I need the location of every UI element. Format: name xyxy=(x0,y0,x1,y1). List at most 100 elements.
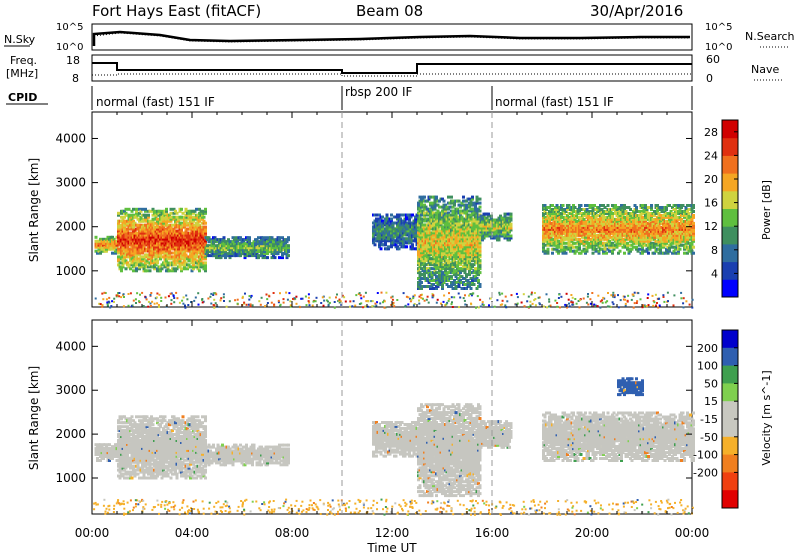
power-cell xyxy=(390,213,393,217)
power-cell xyxy=(465,203,468,207)
power-cell xyxy=(201,265,204,269)
power-cell xyxy=(117,259,120,263)
power-cell xyxy=(460,215,464,219)
power-cell xyxy=(142,267,146,271)
nsearch-tick-top: 10^5 xyxy=(705,22,732,33)
power-cell xyxy=(144,207,147,211)
power-cell xyxy=(192,211,195,215)
power-cell xyxy=(121,221,125,225)
power-cell xyxy=(168,269,171,273)
power-cell xyxy=(174,245,177,249)
power-cell xyxy=(204,267,207,271)
power-cell xyxy=(199,227,203,231)
power-cell xyxy=(266,256,269,260)
power-cell xyxy=(199,261,203,265)
power-cell xyxy=(632,245,635,249)
power-cell xyxy=(147,215,150,219)
power-cell xyxy=(478,201,482,205)
power-cell xyxy=(573,206,577,209)
power-cell xyxy=(278,236,281,240)
power-cell xyxy=(129,255,132,259)
power-cell xyxy=(166,267,170,271)
power-cell xyxy=(471,195,474,199)
power-cell xyxy=(180,207,183,211)
date-title: 30/Apr/2016 xyxy=(590,2,683,20)
power-cell xyxy=(193,249,197,253)
power-cell xyxy=(135,267,138,271)
power-cell xyxy=(257,254,260,258)
power-cell xyxy=(156,219,159,223)
power-cell xyxy=(162,263,165,267)
power-cell xyxy=(165,211,168,215)
power-cell xyxy=(180,227,183,231)
power-cell xyxy=(477,279,480,282)
power-cell xyxy=(195,241,198,245)
cpid-row: CPID normal (fast) 151 IF rbsp 200 IF no… xyxy=(6,85,693,110)
power-cell xyxy=(201,217,204,221)
nsky-tick-bottom: 10^0 xyxy=(56,42,83,53)
power-cell xyxy=(420,277,423,280)
power-cell xyxy=(135,207,138,211)
power-cell xyxy=(582,217,586,221)
power-cell xyxy=(166,223,170,227)
power-cell xyxy=(606,204,610,207)
power-cell xyxy=(135,211,138,215)
power-cell xyxy=(183,259,186,263)
power-cell xyxy=(114,249,117,253)
power-cell xyxy=(411,243,414,247)
power-cell xyxy=(193,223,197,227)
power-cell xyxy=(594,247,598,251)
power-cell xyxy=(181,255,185,259)
power-cell xyxy=(172,231,176,235)
power-cell xyxy=(174,243,177,247)
power-cell xyxy=(207,250,211,254)
power-cell xyxy=(638,247,641,251)
nave-trace xyxy=(92,73,692,77)
power-cell xyxy=(189,225,192,229)
power-cell xyxy=(183,263,186,267)
nsky-panel: N.Sky 10^5 10^0 10^5 10^0 N.Search xyxy=(4,22,795,53)
power-cell xyxy=(175,267,179,271)
power-cell xyxy=(204,221,207,225)
power-cell xyxy=(156,217,159,221)
power-cell xyxy=(183,247,186,251)
power-cell xyxy=(212,238,215,242)
power-cell xyxy=(126,245,129,249)
power-cell xyxy=(162,229,165,233)
power-cell xyxy=(154,215,158,219)
power-cell xyxy=(126,223,129,227)
power-cell xyxy=(563,241,566,245)
power-cell xyxy=(189,211,192,215)
cpid-segment-2: rbsp 200 IF xyxy=(345,85,412,99)
power-cell xyxy=(478,259,482,263)
power-cell xyxy=(478,271,482,275)
nave-tick-bottom: 0 xyxy=(706,72,713,85)
power-cell xyxy=(193,251,197,255)
power-cell xyxy=(184,207,188,211)
power-cell xyxy=(210,248,214,252)
power-cell xyxy=(148,219,152,223)
power-cell xyxy=(168,249,171,253)
power-cell xyxy=(123,261,126,265)
power-cell xyxy=(177,251,180,255)
power-cell xyxy=(270,236,274,240)
power-cell xyxy=(157,243,161,247)
power-cell xyxy=(450,275,453,279)
power-cell xyxy=(429,201,432,205)
power-cell xyxy=(588,204,592,207)
power-cell xyxy=(138,263,141,267)
power-cell xyxy=(157,211,161,215)
power-cell xyxy=(97,249,101,253)
power-cell xyxy=(478,197,482,201)
power-cell xyxy=(136,227,140,231)
power-cell xyxy=(222,236,226,240)
power-cell xyxy=(178,209,182,213)
power-cell xyxy=(141,265,144,269)
power-cell xyxy=(400,213,404,217)
power-cell xyxy=(190,269,194,273)
power-cell xyxy=(105,247,108,251)
freq-panel: Freq. [MHz] 18 8 60 0 Nave xyxy=(6,53,782,85)
power-cell xyxy=(204,269,207,273)
power-cell xyxy=(118,255,122,259)
